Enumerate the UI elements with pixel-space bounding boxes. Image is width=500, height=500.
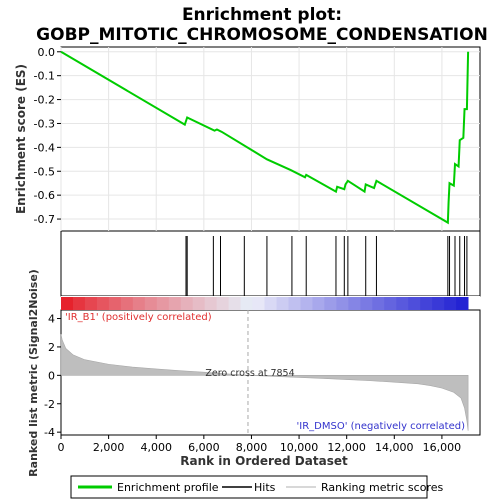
rank-y-tick-label: 4: [48, 313, 55, 326]
colorbar-segment: [300, 297, 313, 310]
x-tick-label: 16,000: [423, 441, 462, 454]
hits-marks: [185, 236, 468, 296]
x-tick-label: 0: [58, 441, 65, 454]
legend-enrichment-label: Enrichment profile: [117, 481, 219, 494]
es-y-axis-ticks: 0.0 -0.1 -0.2 -0.3 -0.4 -0.5 -0.6 -0.7: [34, 46, 61, 226]
colorbar-segment: [180, 297, 194, 310]
colorbar-segment: [324, 297, 337, 310]
colorbar-segment: [96, 297, 110, 310]
colorbar-segment: [120, 297, 134, 310]
chart-title-line-1: Enrichment plot:: [182, 5, 342, 25]
rank-y-tick-label: 0: [48, 369, 55, 382]
colorbar-segment: [84, 297, 98, 310]
ranking-metric-area: [60, 334, 469, 431]
x-tick-label: 4,000: [140, 441, 172, 454]
colorbar-segment: [108, 297, 122, 310]
x-tick-label: 2,000: [93, 441, 125, 454]
colorbar-segment: [228, 297, 242, 310]
colorbar-segment: [312, 297, 325, 310]
legend-hits-label: Hits: [254, 481, 276, 494]
colorbar-segment: [288, 297, 301, 310]
hits-panel-frame: [60, 230, 481, 297]
es-y-tick-label: -0.6: [34, 189, 55, 202]
colorbar-segment: [72, 297, 86, 310]
colorbar-segment: [61, 297, 74, 310]
x-tick-label: 6,000: [188, 441, 220, 454]
rank-x-axis-ticks: 0 2,000 4,000 6,000 8,000 10,000 12,000 14,000 1…: [58, 435, 462, 454]
colorbar-segment: [336, 297, 349, 310]
es-y-tick-label: -0.2: [34, 94, 55, 107]
x-tick-label: 14,000: [375, 441, 414, 454]
x-tick-label: 8,000: [236, 441, 268, 454]
ranking-colorbar: [61, 297, 469, 310]
x-tick-label: 10,000: [280, 441, 319, 454]
colorbar-segment: [192, 297, 206, 310]
colorbar-segment: [216, 297, 230, 310]
colorbar-segment: [348, 297, 361, 310]
colorbar-segment: [168, 297, 182, 310]
rank-y-tick-label: -4: [44, 426, 55, 439]
rank-y-tick-label: -2: [44, 398, 55, 411]
x-axis-label: Rank in Ordered Dataset: [180, 454, 348, 468]
colorbar-segment: [252, 297, 265, 310]
colorbar-segment: [156, 297, 170, 310]
es-y-tick-label: 0.0: [38, 46, 56, 59]
ranking-metric-fill: [60, 334, 469, 431]
es-y-axis-label: Enrichment score (ES): [14, 64, 28, 214]
colorbar-segment: [420, 297, 433, 310]
es-panel-frame: [60, 46, 481, 232]
colorbar-segment: [144, 297, 158, 310]
colorbar-segment: [372, 297, 385, 310]
rank-y-axis-ticks: 4 2 0 -2 -4: [44, 313, 61, 439]
enrichment-profile-series: [60, 50, 470, 225]
colorbar-segment: [396, 297, 409, 310]
colorbar-segment: [132, 297, 146, 310]
zero-cross-label: Zero cross at 7854: [205, 368, 294, 379]
es-y-tick-label: -0.1: [34, 70, 55, 83]
es-y-tick-label: -0.4: [34, 141, 55, 154]
es-y-tick-label: -0.5: [34, 165, 55, 178]
colorbar-segment: [384, 297, 397, 310]
colorbar-segment: [204, 297, 218, 310]
es-gridlines: [60, 47, 480, 231]
rank-y-axis-label: Ranked list metric (Signal2Noise): [27, 269, 40, 477]
chart-title-line-2: GOBP_MITOTIC_CHROMOSOME_CONDENSATION: [36, 25, 488, 45]
enrichment-profile-line: [60, 50, 470, 225]
legend-metric-label: Ranking metric scores: [321, 481, 443, 494]
colorbar-segment: [408, 297, 421, 310]
colorbar-segment: [240, 297, 253, 310]
colorbar-segment: [264, 297, 277, 310]
positive-correlation-label: 'IR_B1' (positively correlated): [65, 312, 212, 323]
rank-y-tick-label: 2: [48, 341, 55, 354]
legend: Enrichment profile Hits Ranking metric s…: [70, 475, 443, 499]
x-tick-label: 12,000: [327, 441, 366, 454]
colorbar-segment: [444, 297, 457, 310]
colorbar-segment: [276, 297, 289, 310]
colorbar-segment: [456, 297, 469, 310]
negative-correlation-label: 'IR_DMSO' (negatively correlated): [297, 421, 466, 432]
colorbar-segment: [360, 297, 373, 310]
es-y-tick-label: -0.7: [34, 213, 55, 226]
colorbar-segment: [432, 297, 445, 310]
es-y-tick-label: -0.3: [34, 117, 55, 130]
